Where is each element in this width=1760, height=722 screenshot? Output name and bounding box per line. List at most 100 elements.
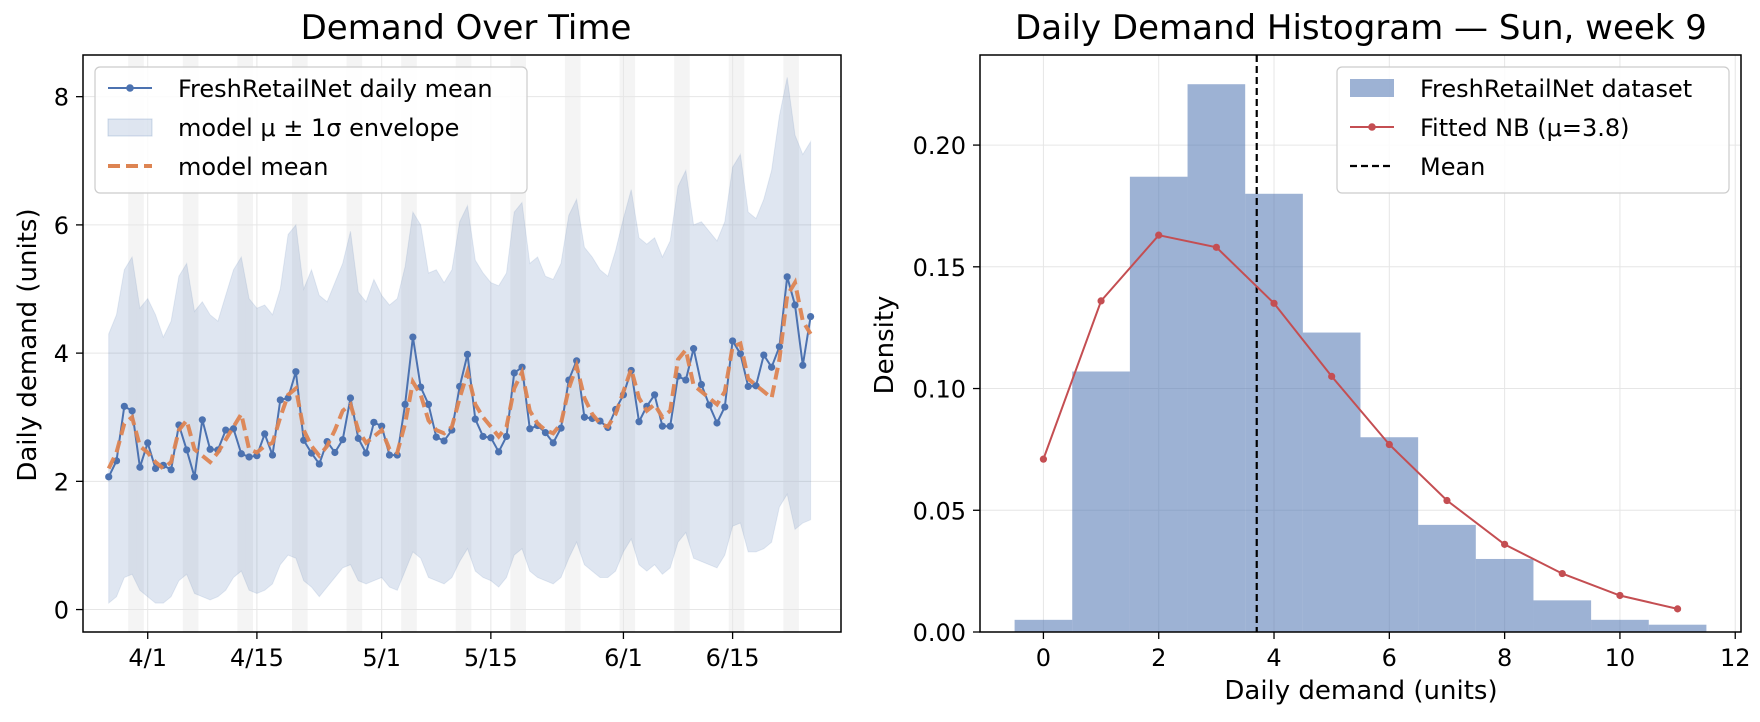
daily-mean-point xyxy=(752,382,760,390)
daily-mean-point xyxy=(713,419,721,427)
histogram-bar xyxy=(1302,332,1361,632)
weekend-shade xyxy=(136,55,144,632)
chart2-frame xyxy=(979,54,1742,633)
y-tick-label: 4 xyxy=(54,340,69,368)
legend-label: model mean xyxy=(178,153,328,181)
daily-mean-point xyxy=(651,391,659,399)
daily-mean-point xyxy=(440,437,448,445)
chart1-frame xyxy=(82,54,842,633)
daily-mean-point xyxy=(229,425,238,433)
y-tick-label: 0.05 xyxy=(913,497,966,525)
daily-mean-point xyxy=(760,351,768,359)
daily-mean-point xyxy=(331,448,339,457)
histogram-bar xyxy=(1014,619,1073,632)
daily-mean-point xyxy=(378,422,386,430)
daily-mean-point xyxy=(245,453,253,461)
daily-mean-point xyxy=(276,396,284,404)
daily-mean-point xyxy=(479,432,487,441)
daily-mean-point xyxy=(339,436,347,444)
nb-fit-line xyxy=(1042,234,1678,610)
daily-mean-point xyxy=(432,433,440,441)
daily-mean-point xyxy=(120,402,128,410)
x-tick-label: 2 xyxy=(1151,644,1166,672)
x-tick-label: 0 xyxy=(1036,644,1051,672)
daily-mean-point xyxy=(791,301,799,309)
daily-mean-point xyxy=(690,345,698,353)
histogram-bar xyxy=(1591,619,1649,632)
daily-mean-point xyxy=(806,312,815,321)
daily-mean-point xyxy=(487,434,495,442)
histogram-bar xyxy=(1187,84,1246,632)
legend-swatch-bar xyxy=(1350,79,1394,97)
chart1-title: Demand Over Time xyxy=(301,8,632,48)
nb-fit-point xyxy=(1328,372,1336,380)
histogram-bar xyxy=(1129,176,1188,632)
daily-mean-point xyxy=(526,425,534,433)
daily-mean-point xyxy=(183,446,191,454)
weekend-shade xyxy=(237,55,246,632)
weekend-shade xyxy=(299,55,308,632)
legend-box xyxy=(1336,66,1730,194)
envelope-band xyxy=(108,77,812,605)
daily-mean-point xyxy=(767,363,776,371)
chart2-title: Daily Demand Histogram — Sun, week 9 xyxy=(1015,8,1707,48)
nb-fit-point xyxy=(1443,496,1451,505)
daily-mean-point xyxy=(362,449,370,457)
histogram-bar xyxy=(1072,371,1130,632)
daily-mean-point xyxy=(354,434,362,442)
x-tick-label: 4 xyxy=(1266,644,1281,672)
daily-mean-point xyxy=(783,273,791,281)
y-tick-label: 0.00 xyxy=(913,619,966,647)
y-tick-label: 0.10 xyxy=(913,376,966,404)
daily-mean-point xyxy=(222,426,230,434)
histogram-bar xyxy=(1648,624,1707,632)
weekend-shade xyxy=(518,55,526,632)
model-mean-line xyxy=(106,277,813,472)
daily-mean-point xyxy=(105,473,113,481)
daily-mean-point xyxy=(370,418,378,426)
chart1-legend: FreshRetailNet daily mean model μ ± 1σ en… xyxy=(94,66,528,194)
x-tick-label: 8 xyxy=(1497,644,1512,672)
x-tick-label: 12 xyxy=(1720,644,1751,672)
nb-fit-point xyxy=(1270,299,1278,307)
weekend-shade xyxy=(291,55,300,632)
daily-mean-point xyxy=(190,473,199,481)
daily-mean-point xyxy=(557,424,565,432)
histogram-bar xyxy=(1245,193,1303,632)
histogram-bar xyxy=(1418,524,1476,632)
chart2-plot-area: 0.00 0.05 0.10 0.15 0.20 0 2 4 6 8 10 12 FreshRetail… xyxy=(913,54,1751,672)
weekend-shade xyxy=(783,55,792,632)
weekend-shade xyxy=(791,55,799,632)
weekend-shade xyxy=(354,55,363,632)
weekend-shade xyxy=(681,55,690,632)
daily-mean-point xyxy=(541,429,550,437)
y-tick-label: 0.15 xyxy=(913,254,966,282)
daily-mean-point xyxy=(682,376,690,384)
weekend-shade xyxy=(564,55,573,632)
weekend-shade xyxy=(455,55,464,632)
legend-label: Fitted NB (μ=3.8) xyxy=(1420,114,1630,142)
histogram-bar xyxy=(1533,600,1592,632)
daily-mean-point xyxy=(705,401,713,409)
legend-label: Mean xyxy=(1420,153,1485,181)
x-tick-label: 6/1 xyxy=(604,644,643,672)
daily-mean-point xyxy=(144,439,152,447)
legend-box xyxy=(94,66,528,194)
legend-swatch-marker xyxy=(126,84,134,92)
weekend-shade xyxy=(128,55,137,632)
nb-fit-point xyxy=(1097,297,1105,305)
x-tick-label: 4/15 xyxy=(230,644,284,672)
daily-mean-point xyxy=(549,439,557,447)
daily-mean-point xyxy=(385,451,394,459)
chart2-ylabel: Density xyxy=(870,296,900,395)
daily-mean-point xyxy=(268,451,277,459)
y-tick-label: 2 xyxy=(54,468,69,496)
weekend-shade xyxy=(510,55,519,632)
daily-mean-point xyxy=(198,416,206,424)
legend-label: FreshRetailNet daily mean xyxy=(178,75,493,103)
daily-mean-point xyxy=(424,400,433,409)
y-tick-label: 0 xyxy=(54,597,69,625)
daily-mean-point xyxy=(401,400,409,409)
daily-mean-point xyxy=(471,415,479,423)
